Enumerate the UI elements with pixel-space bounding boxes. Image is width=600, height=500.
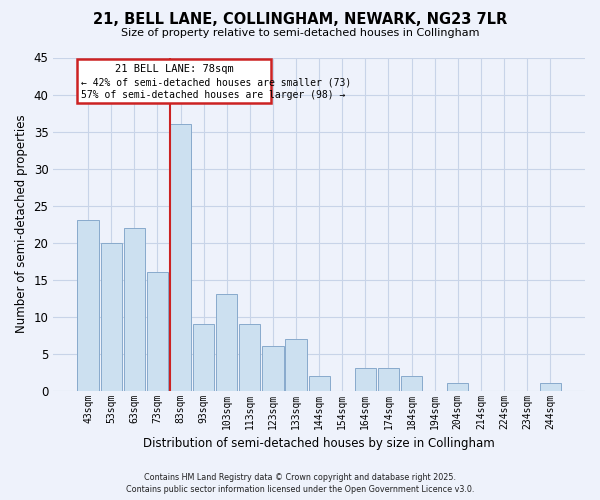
Bar: [101, 242, 122, 390]
Bar: [378, 368, 399, 390]
Bar: [355, 368, 376, 390]
Text: ← 42% of semi-detached houses are smaller (73): ← 42% of semi-detached houses are smalle…: [81, 78, 351, 88]
Bar: [539, 383, 561, 390]
FancyBboxPatch shape: [77, 59, 271, 104]
Bar: [77, 220, 99, 390]
Text: 21 BELL LANE: 78sqm: 21 BELL LANE: 78sqm: [115, 64, 233, 74]
Bar: [170, 124, 191, 390]
Text: 57% of semi-detached houses are larger (98) →: 57% of semi-detached houses are larger (…: [81, 90, 346, 101]
Bar: [193, 324, 214, 390]
Bar: [124, 228, 145, 390]
Bar: [216, 294, 238, 390]
Y-axis label: Number of semi-detached properties: Number of semi-detached properties: [15, 115, 28, 334]
Bar: [147, 272, 168, 390]
Bar: [401, 376, 422, 390]
X-axis label: Distribution of semi-detached houses by size in Collingham: Distribution of semi-detached houses by …: [143, 437, 495, 450]
Bar: [262, 346, 284, 391]
Text: Size of property relative to semi-detached houses in Collingham: Size of property relative to semi-detach…: [121, 28, 479, 38]
Bar: [286, 339, 307, 390]
Bar: [308, 376, 330, 390]
Bar: [239, 324, 260, 390]
Text: Contains HM Land Registry data © Crown copyright and database right 2025.
Contai: Contains HM Land Registry data © Crown c…: [126, 472, 474, 494]
Text: 21, BELL LANE, COLLINGHAM, NEWARK, NG23 7LR: 21, BELL LANE, COLLINGHAM, NEWARK, NG23 …: [93, 12, 507, 28]
Bar: [447, 383, 469, 390]
